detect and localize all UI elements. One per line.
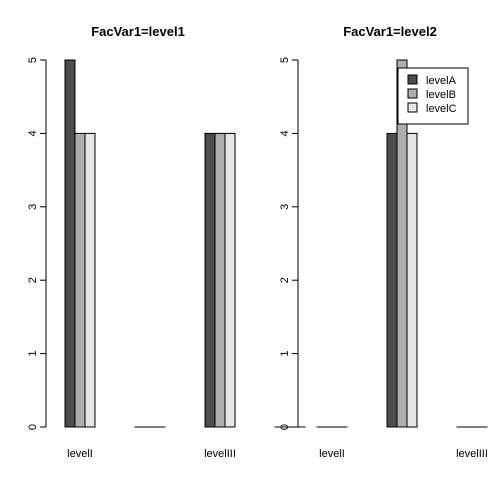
y-tick-label: 0 [279, 424, 291, 430]
y-tick-label: 4 [279, 130, 291, 136]
y-tick-label: 2 [279, 277, 291, 283]
y-tick-label: 1 [27, 351, 39, 357]
y-tick-label: 3 [279, 204, 291, 210]
bar-levelC-levelIII [224, 132, 236, 428]
bar-levelB-levelIII [214, 132, 226, 428]
category-label: levelI [319, 448, 345, 460]
y-tick-label: 4 [27, 130, 39, 136]
category-label: levelI [67, 448, 93, 460]
bar-levelA-levelII [386, 132, 398, 428]
legend-swatch-levelA [407, 74, 418, 85]
y-tick-label: 5 [27, 57, 39, 63]
legend-label: levelC [426, 103, 457, 115]
legend-swatch-levelB [407, 88, 418, 99]
legend-label: levelA [426, 75, 457, 87]
y-tick-label: 5 [279, 57, 291, 63]
legend-swatch-levelC [407, 102, 418, 113]
chart-title: FacVar1=level1 [91, 24, 185, 39]
bar-levelB-levelI [74, 132, 86, 428]
category-label: levelIII [204, 448, 236, 460]
bar-levelC-levelI [84, 132, 96, 428]
y-tick-label: 0 [27, 424, 39, 430]
legend-label: levelB [426, 89, 456, 101]
category-label: levelIII [456, 448, 488, 460]
y-tick-label: 3 [27, 204, 39, 210]
y-tick-label: 2 [27, 277, 39, 283]
bar-levelC-levelII [406, 132, 418, 428]
chart-title: FacVar1=level2 [343, 24, 437, 39]
y-tick-label: 1 [279, 351, 291, 357]
bar-levelA-levelI [64, 59, 76, 428]
bar-levelA-levelIII [204, 132, 216, 428]
